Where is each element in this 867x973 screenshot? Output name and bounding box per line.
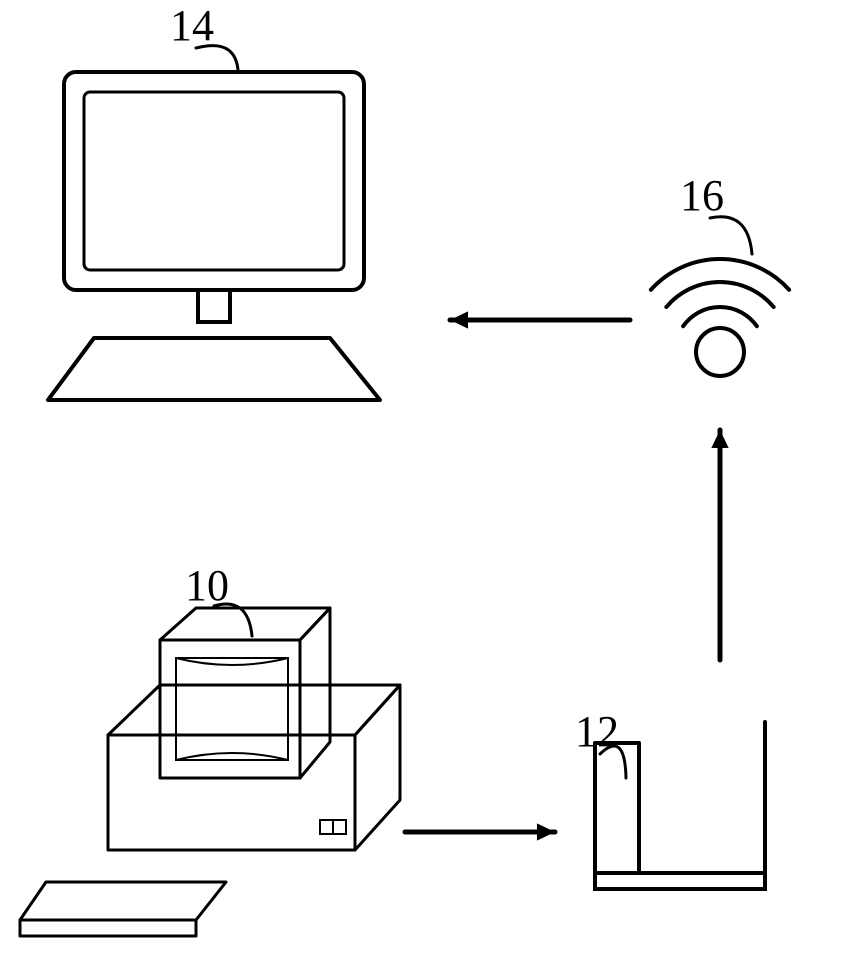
pc-node [20,608,400,936]
leader-wifi [710,217,752,254]
edge-pc-router [405,823,555,840]
label-router: 12 [575,706,619,757]
label-pc: 10 [185,560,229,611]
edge-router-wifi [711,430,728,660]
router-node [595,722,765,889]
diagram-canvas [0,0,867,973]
label-tv: 14 [170,0,214,51]
edge-wifi-tv [450,311,630,328]
label-wifi: 16 [680,170,724,221]
tv-node [48,72,380,400]
wifi-node [651,259,789,376]
